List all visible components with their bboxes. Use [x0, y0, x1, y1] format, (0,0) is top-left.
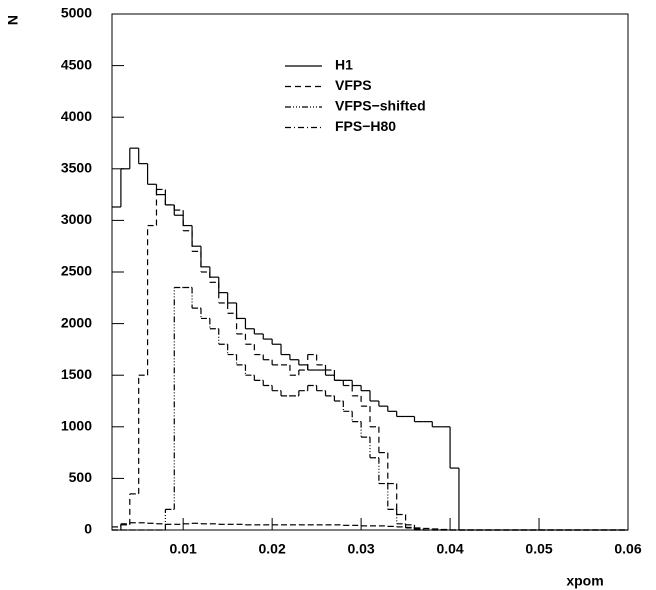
- x-tick-label: 0.04: [436, 541, 463, 557]
- y-tick-label: 0: [84, 521, 92, 537]
- legend-label: FPS−H80: [335, 118, 396, 134]
- y-tick-label: 500: [69, 469, 93, 485]
- y-tick-label: 4000: [61, 108, 92, 124]
- x-tick-label: 0.01: [170, 541, 197, 557]
- y-tick-label: 2500: [61, 263, 92, 279]
- y-tick-label: 3000: [61, 211, 92, 227]
- x-tick-label: 0.02: [259, 541, 286, 557]
- y-tick-label: 2000: [61, 314, 92, 330]
- y-tick-label: 4500: [61, 56, 92, 72]
- legend-label: VFPS−shifted: [335, 98, 426, 114]
- y-axis-label: N: [5, 15, 21, 25]
- y-tick-label: 5000: [61, 5, 92, 21]
- y-tick-label: 1500: [61, 366, 92, 382]
- x-tick-label: 0.06: [614, 541, 641, 557]
- y-tick-label: 1000: [61, 418, 92, 434]
- x-axis-label: xpom: [566, 573, 603, 589]
- x-tick-label: 0.05: [525, 541, 552, 557]
- legend-label: H1: [335, 57, 353, 73]
- x-tick-label: 0.03: [347, 541, 374, 557]
- y-tick-label: 3500: [61, 160, 92, 176]
- legend-label: VFPS: [335, 77, 372, 93]
